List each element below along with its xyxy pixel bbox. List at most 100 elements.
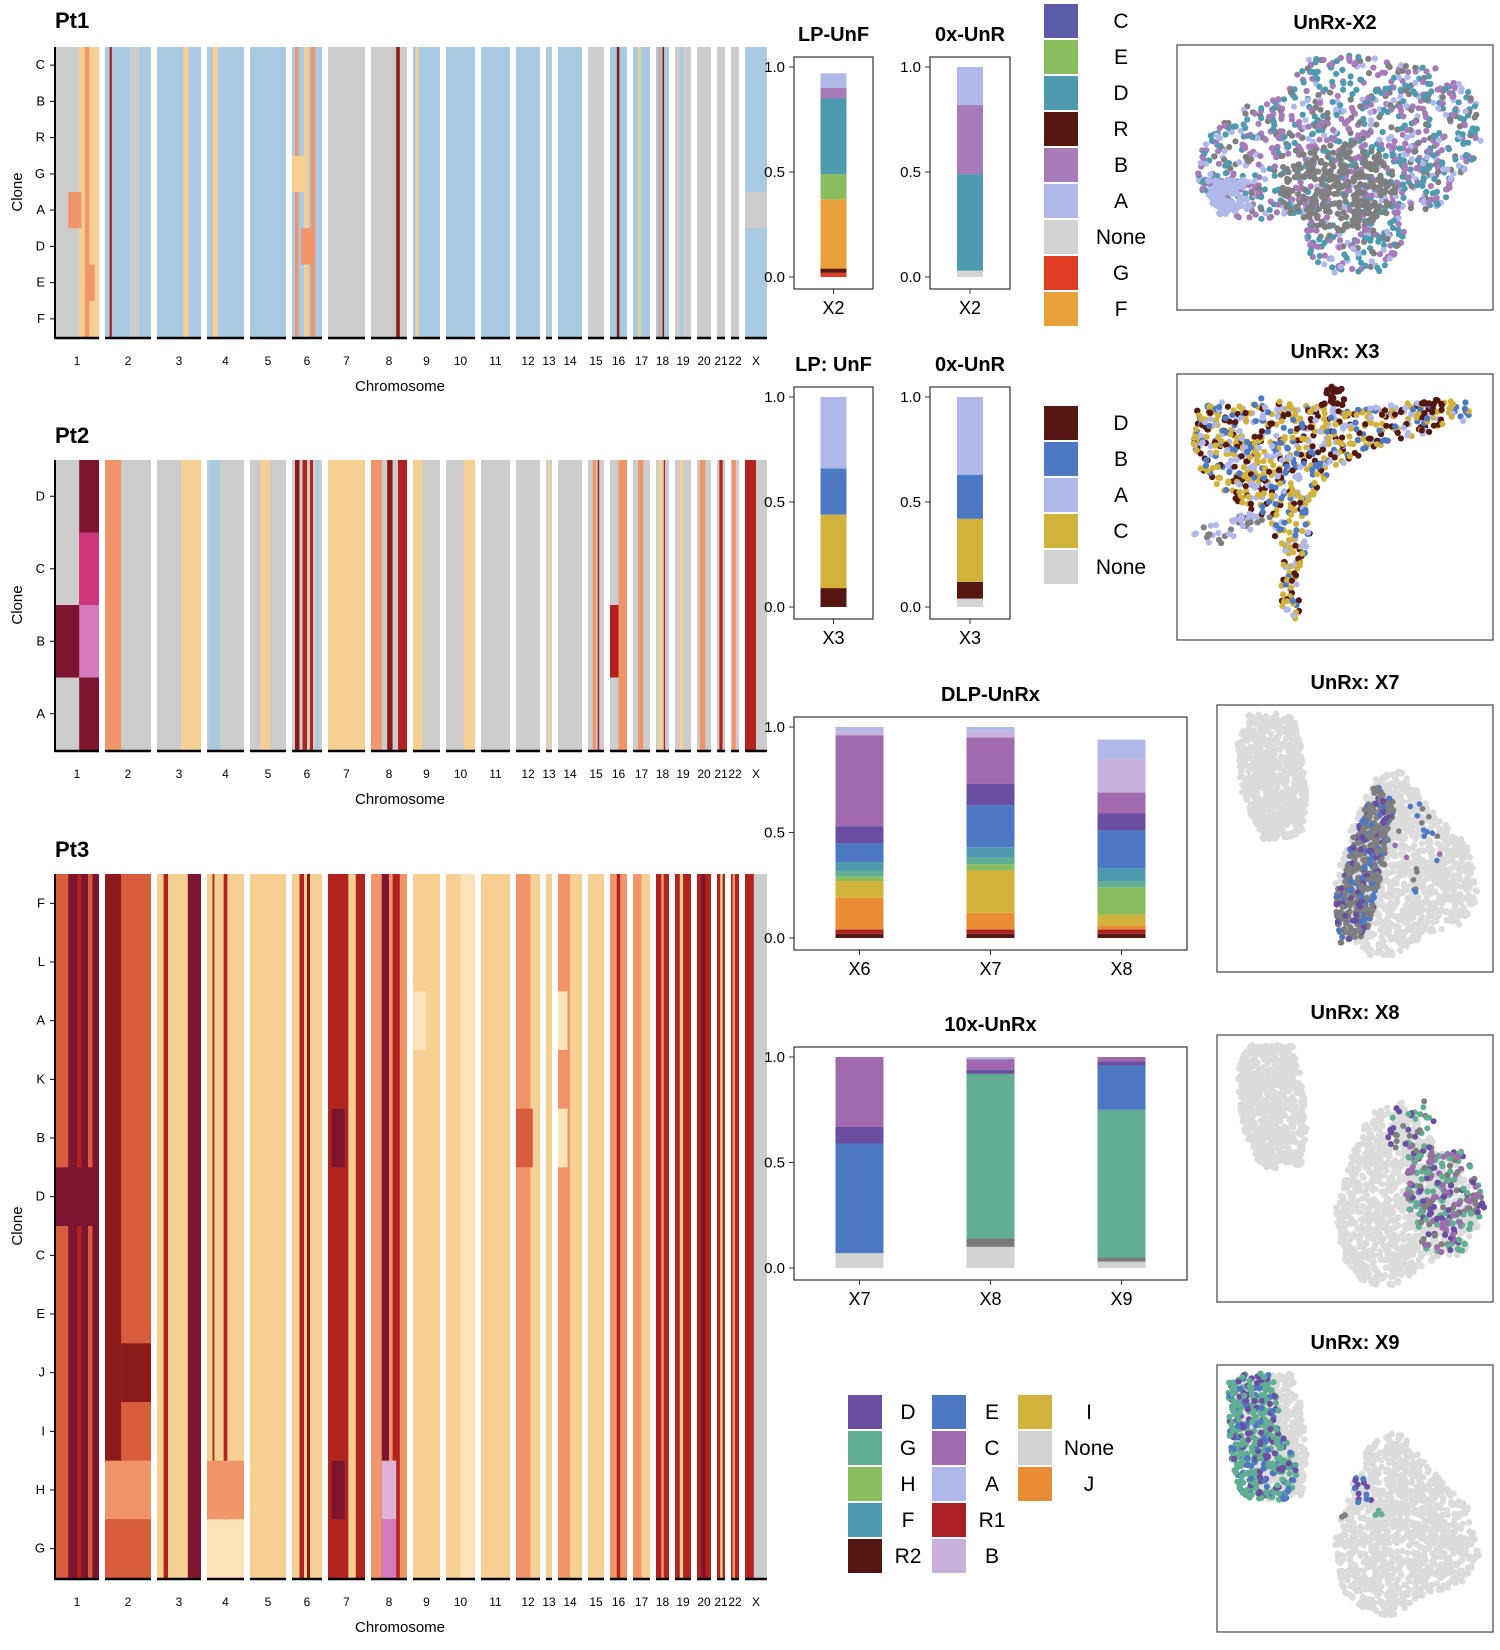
umap-background-point — [1418, 840, 1426, 847]
chromosome-4-column: 4 — [207, 874, 244, 1609]
umap-background-point — [1245, 768, 1252, 775]
chromosome-15-base — [588, 874, 604, 1578]
umap-point — [1451, 84, 1458, 91]
bar-segment-H — [835, 876, 884, 882]
umap-point — [1346, 433, 1353, 440]
umap-point — [1351, 61, 1358, 68]
umap-point — [1391, 138, 1398, 145]
umap-point — [1373, 421, 1380, 428]
chromosome-11-base — [481, 47, 510, 337]
chromosome-15-column: 15 — [588, 47, 604, 368]
umap-background-point — [1280, 831, 1288, 839]
umap-point — [1330, 163, 1337, 170]
umap-point — [1273, 432, 1280, 439]
pt1-title: Pt1 — [55, 8, 89, 33]
umap-point — [1323, 137, 1330, 144]
bar-segment-I — [966, 870, 1015, 913]
cnv-segment — [745, 874, 754, 1578]
umap-point — [1400, 228, 1407, 236]
clone-tick-label: C — [36, 57, 45, 72]
umap-background-point — [1396, 800, 1403, 808]
chromosome-8-base — [371, 47, 407, 337]
umap-point — [1206, 403, 1213, 410]
chromosome-8-column: 8 — [371, 874, 407, 1609]
umap-point — [1329, 200, 1336, 207]
chromosome-tick-label: 13 — [542, 767, 556, 781]
chromosome-tick-label: 10 — [454, 767, 468, 781]
umap-point — [1368, 258, 1375, 265]
umap-point — [1412, 143, 1419, 150]
chromosome-22-column: 22 — [728, 460, 742, 781]
umap-background-point — [1401, 887, 1409, 894]
umap-point — [1325, 435, 1332, 442]
umap-background-point — [1276, 758, 1283, 766]
umap-point — [1354, 196, 1361, 203]
umap-point — [1334, 92, 1341, 100]
umap-point — [1365, 435, 1372, 442]
cnv-segment — [387, 460, 393, 750]
umap-point — [1302, 521, 1309, 528]
umap-point — [1260, 490, 1267, 497]
umap-point — [1368, 117, 1375, 124]
umap-background-point — [1440, 876, 1447, 883]
umap-point — [1271, 187, 1279, 194]
umap-background-point — [1299, 817, 1307, 825]
umap-point — [1316, 252, 1323, 260]
umap-point — [1297, 415, 1304, 422]
clone-tick-label: D — [36, 238, 45, 253]
umap-point — [1424, 80, 1431, 87]
umap-point — [1369, 248, 1376, 255]
umap-point — [1384, 236, 1391, 243]
umap-background-point — [1403, 826, 1410, 834]
umap-point — [1258, 215, 1265, 222]
umap-point — [1404, 432, 1411, 439]
cnv-segment — [181, 460, 201, 750]
legend-swatch-D — [848, 1395, 882, 1429]
chromosome-14-column: 14 — [558, 47, 582, 368]
umap-background-point — [1247, 788, 1254, 795]
umap-point — [1257, 153, 1264, 160]
umap-point — [1314, 471, 1321, 478]
umap-background-point — [1285, 713, 1292, 721]
umap-point — [1334, 400, 1341, 407]
umap-point — [1409, 103, 1416, 110]
umap-background-point — [1410, 842, 1418, 849]
legend-label-H: H — [900, 1473, 915, 1496]
cnv-segment — [187, 874, 201, 1578]
umap-point — [1312, 154, 1319, 162]
umap-point — [1332, 461, 1340, 468]
clone-cnv-segment — [105, 1460, 151, 1520]
umap-point — [1297, 124, 1304, 131]
umap-point — [1266, 113, 1273, 120]
umap-point — [1220, 190, 1227, 198]
y-tick-label: 0.5 — [900, 164, 921, 181]
umap-point — [1422, 205, 1429, 213]
umap-background-point — [1282, 726, 1290, 734]
clone-cnv-segment — [292, 155, 307, 192]
y-tick-label: 0.5 — [900, 494, 921, 511]
umap-point — [1317, 99, 1324, 107]
legend-label-B: B — [1114, 154, 1128, 177]
umap-point — [1222, 202, 1230, 210]
umap-background-point — [1269, 817, 1277, 825]
cnv-segment — [720, 874, 723, 1578]
umap-point — [1362, 262, 1369, 269]
umap-point — [1463, 158, 1470, 165]
x-tick-label: X3 — [822, 628, 844, 648]
umap-background-point — [1279, 789, 1287, 796]
umap-point — [1285, 150, 1292, 157]
umap-point — [1195, 170, 1202, 177]
umap-point — [1402, 63, 1409, 70]
chromosome-tick-label: 3 — [176, 1595, 183, 1609]
chromosome-14-column: 14 — [558, 460, 582, 781]
umap-point — [1414, 164, 1422, 171]
umap-point — [1337, 151, 1344, 158]
umap-point — [1275, 467, 1283, 474]
umap-point — [1213, 449, 1220, 456]
x-tick-label: X9 — [1110, 1289, 1132, 1309]
umap-point — [1290, 416, 1297, 423]
umap-point — [1352, 419, 1359, 426]
legend-label-R1: R1 — [979, 1509, 1006, 1532]
umap-point — [1285, 191, 1292, 198]
cnv-segment — [662, 47, 665, 337]
